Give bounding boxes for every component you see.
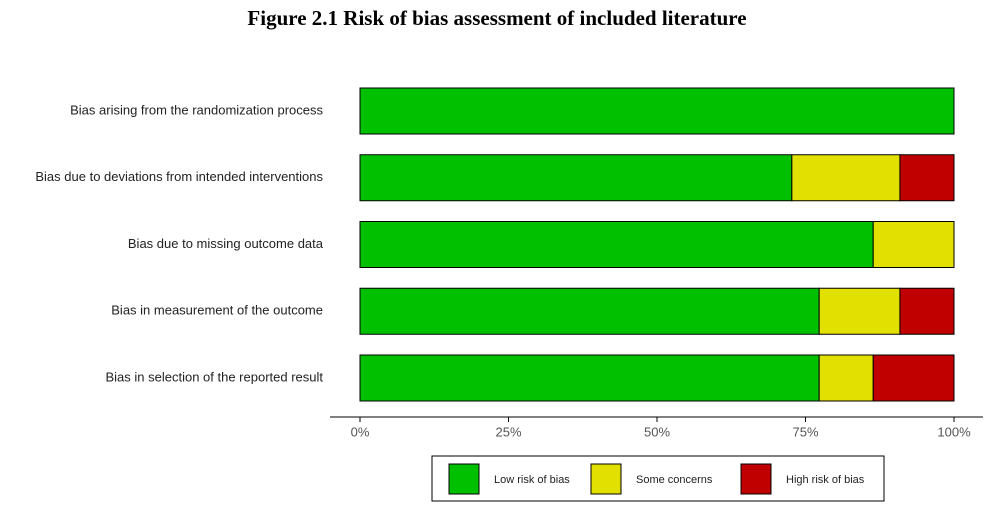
x-tick-label: 75% [792,424,818,439]
y-tick-label: Bias due to missing outcome data [128,236,324,251]
bar-segment [818,287,901,335]
bar-segment [791,154,901,202]
y-tick-label: Bias in selection of the reported result [105,369,323,384]
bar-segment [872,354,955,402]
x-tick-label: 0% [351,424,370,439]
legend-label: Low risk of bias [494,474,570,486]
legend-label: High risk of bias [786,474,865,486]
bar-segment [359,87,955,135]
legend-box [431,455,885,502]
x-tick-label: 25% [495,424,521,439]
bar-segment [359,354,820,402]
legend-label: Some concerns [636,474,713,486]
bar-segment [359,287,820,335]
x-tick-label: 100% [937,424,971,439]
bar-segment [872,221,955,268]
y-tick-label: Bias in measurement of the outcome [111,303,323,318]
legend-swatch [590,463,622,495]
bar-segment [359,154,793,202]
chart-title: Figure 2.1 Risk of bias assessment of in… [247,6,746,30]
x-tick-label: 50% [644,424,670,439]
legend-swatch [448,463,480,495]
bar-segment [359,221,874,268]
bar-segment [818,354,874,402]
y-tick-label: Bias arising from the randomization proc… [70,102,323,117]
bar-segment [899,154,955,202]
y-tick-label: Bias due to deviations from intended int… [35,169,323,184]
legend-swatch [740,463,772,495]
bar-segment [899,287,955,335]
